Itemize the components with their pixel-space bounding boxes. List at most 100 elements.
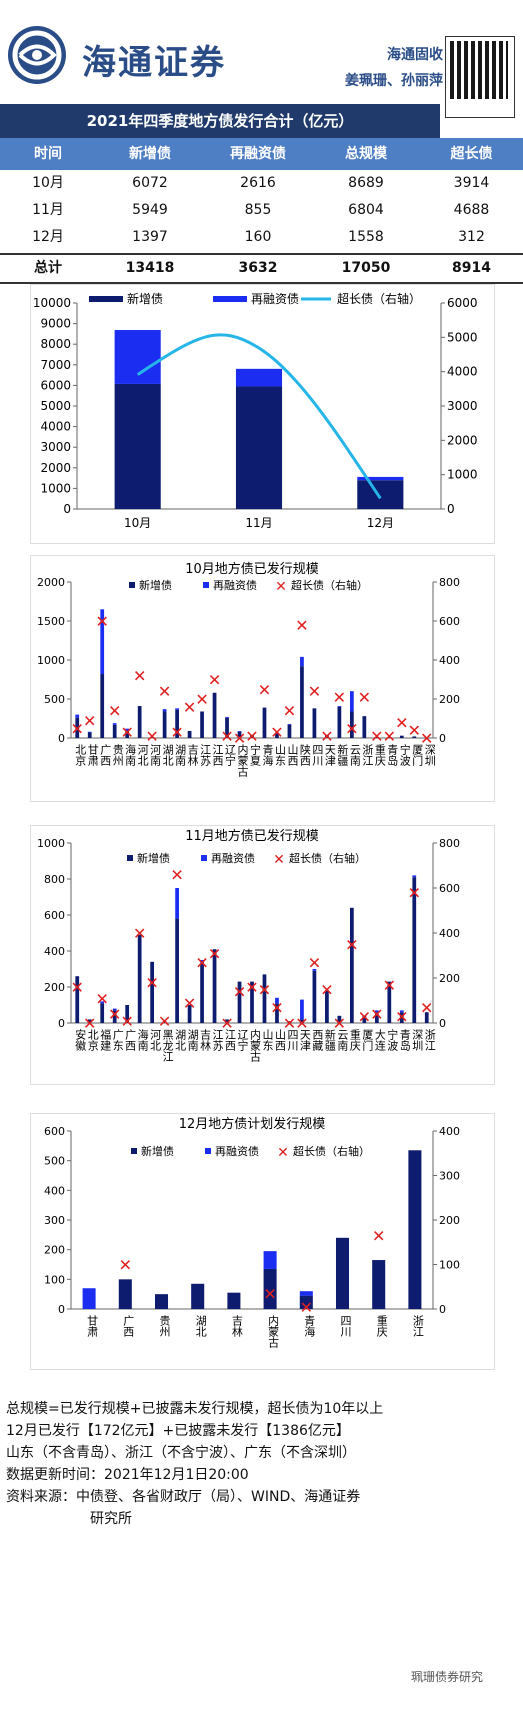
- y-tick-label: 6000: [40, 378, 71, 392]
- point-long-bond: ✕: [333, 688, 346, 707]
- bar-new: [114, 383, 161, 509]
- category-label: 厦门: [361, 1029, 374, 1052]
- category-label: 江西: [211, 744, 224, 766]
- point-long-bond: ✕: [119, 1256, 132, 1275]
- y2-tick-label: 800: [439, 837, 460, 850]
- category-label: 重庆: [373, 743, 386, 767]
- bar-new: [262, 974, 267, 1023]
- bar-new: [349, 711, 354, 738]
- y-tick-label: 200: [44, 1244, 65, 1257]
- point-long-bond: ✕: [308, 953, 321, 972]
- y2-tick-label: 200: [439, 1214, 460, 1227]
- y-tick-label: 500: [44, 693, 65, 706]
- y2-tick-label: 1000: [447, 468, 478, 482]
- bar-new: [374, 737, 379, 738]
- footer-line: 数据更新时间：2021年12月1日20:00: [6, 1467, 249, 1483]
- table-cell: 855: [244, 202, 272, 218]
- bar-new: [225, 1019, 229, 1023]
- table-header: 时间 新增债 再融资债 总规模 超长债: [0, 138, 523, 170]
- category-label: 河北: [149, 1029, 162, 1051]
- category-label: 天津: [298, 1029, 311, 1051]
- category-label: 吉林: [199, 1029, 212, 1051]
- category-label: 黑龙江: [161, 1029, 174, 1062]
- bar-new: [227, 1292, 241, 1309]
- bar-refi: [287, 723, 292, 725]
- bar-new: [191, 1283, 205, 1309]
- bar-new: [237, 981, 242, 1023]
- point-long-bond: ✕: [233, 729, 246, 748]
- point-long-bond: ✕: [71, 719, 84, 738]
- legend-swatch-refi: [203, 582, 209, 588]
- category-label: 广西: [124, 1029, 137, 1051]
- bar-new: [372, 1260, 386, 1309]
- bar-new: [187, 1005, 192, 1023]
- y2-tick-label: 400: [439, 927, 460, 940]
- category-label: 湖南: [186, 1029, 199, 1051]
- category-label: 河北: [136, 744, 149, 766]
- bar-refi: [175, 708, 179, 710]
- bar-new: [312, 970, 317, 1023]
- y2-tick-label: 800: [439, 576, 460, 589]
- bar-new: [150, 961, 155, 1023]
- bar-new: [250, 734, 254, 738]
- y2-tick-label: 3000: [447, 399, 478, 413]
- bar-new: [100, 674, 105, 738]
- point-long-bond: ✕: [133, 924, 146, 943]
- bar-new: [235, 386, 283, 509]
- y-tick-label: 1500: [37, 615, 65, 628]
- authors-team: 海通固收: [387, 47, 443, 63]
- y2-tick-label: 6000: [447, 296, 478, 310]
- point-long-bond: ✕: [263, 1284, 276, 1303]
- bar-new: [175, 709, 179, 738]
- category-label: 四川: [286, 1029, 299, 1051]
- point-long-bond: ✕: [295, 1014, 308, 1033]
- category-label: 安徽: [74, 1028, 87, 1052]
- table-header-cell: 总规模: [345, 146, 387, 162]
- bar-new: [299, 1295, 313, 1309]
- y-tick-label: 400: [44, 945, 65, 958]
- bar-new: [125, 1005, 130, 1023]
- category-label: 湖北: [174, 1029, 187, 1051]
- legend-label-new: 新增债: [139, 578, 172, 592]
- bar-refi: [112, 1008, 117, 1011]
- legend-swatch-refi: [205, 1148, 211, 1154]
- y-tick-label: 2000: [37, 576, 65, 589]
- y-tick-label: 100: [44, 1273, 65, 1286]
- point-long-bond: ✕: [295, 616, 308, 635]
- point-long-bond: ✕: [358, 688, 371, 707]
- chart-nov-panel: 11月地方债已发行规模 新增债 再融资债 ✕ 超长债（右轴） 0 200 400 600 800 1…: [30, 825, 495, 1085]
- bar-refi: [125, 728, 130, 731]
- point-long-bond: ✕: [208, 944, 221, 963]
- point-long-bond: ✕: [220, 1014, 233, 1033]
- table-row: 10月 6072 2616 8689 3914: [0, 170, 523, 197]
- legend-swatch-new: [129, 582, 135, 588]
- legend-label-new: 新增债: [141, 1144, 174, 1158]
- bar-refi: [374, 1010, 379, 1013]
- table-cell: 6804: [348, 202, 384, 218]
- y-tick-label: 1000: [40, 481, 71, 495]
- footer-notes: 总规模=已发行规模+已披露未发行规模，超长债为10年以上 12月已发行【172亿…: [6, 1398, 383, 1530]
- category-label: 西藏: [311, 1029, 324, 1052]
- table-header-cell: 新增债: [129, 146, 171, 162]
- y-tick-label: 2000: [40, 461, 71, 475]
- point-long-bond: ✕: [220, 727, 233, 746]
- y2-tick-label: 4000: [447, 365, 478, 379]
- category-label: 云南: [348, 744, 361, 766]
- y2-tick-label: 0: [447, 502, 455, 516]
- table-header-cell: 超长债: [450, 146, 493, 162]
- bar-refi: [87, 731, 92, 733]
- table-cell: 3914: [453, 175, 490, 191]
- bar-new: [225, 717, 229, 738]
- bar-new: [357, 480, 404, 509]
- haitong-logo-icon: [8, 26, 66, 84]
- bar-refi: [275, 997, 279, 1004]
- y-tick-label: 0: [63, 502, 71, 516]
- legend-label-refi: 再融资债: [215, 1144, 259, 1158]
- footer-line: 研究所: [90, 1511, 132, 1527]
- bar-refi: [112, 723, 117, 725]
- y-tick-label: 0: [58, 732, 65, 745]
- category-label: 海南: [136, 1028, 149, 1051]
- bar-new: [137, 706, 142, 738]
- bar-new: [263, 1268, 277, 1309]
- bar-new: [137, 934, 142, 1023]
